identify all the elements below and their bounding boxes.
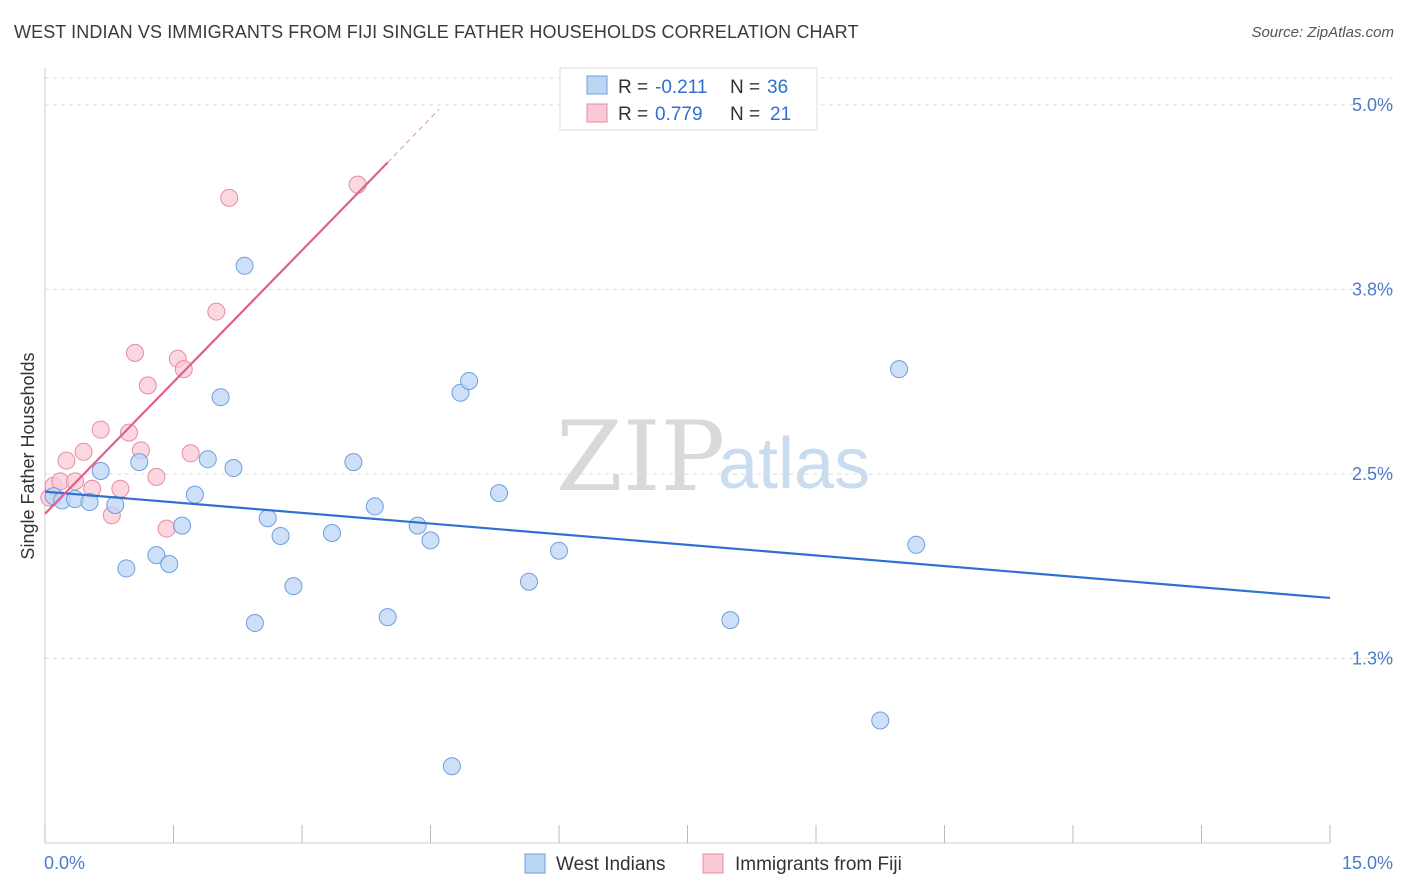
bottom-legend-label-fiji: Immigrants from Fiji (735, 854, 902, 875)
source-label: Source: ZipAtlas.com (1251, 24, 1394, 41)
west-indians-point-4 (91, 462, 110, 480)
trend-line-fiji (44, 161, 389, 515)
series-legend: West Indians Immigrants from Fiji (524, 853, 902, 875)
west-indians-point-32 (721, 611, 740, 630)
west-indians-point-6 (117, 559, 136, 578)
bottom-legend-label-west-indians: West Indians (556, 854, 665, 875)
west-indians-point-13 (211, 388, 230, 407)
legend-r-label-fiji: R = (618, 104, 648, 125)
legend-r-value-west-indians: -0.211 (655, 77, 707, 98)
legend-r-value-fiji: 0.779 (655, 104, 703, 125)
west-indians-point-8 (147, 546, 166, 565)
correlation-legend: R = -0.211 N = 36 R = 0.779 N = 21 (559, 67, 818, 131)
fiji-point-4 (65, 472, 84, 491)
west-indians-point-3 (80, 493, 99, 511)
fiji-point-7 (91, 420, 110, 439)
y-tick-label-2: 3.8% (1352, 279, 1393, 299)
west-indians-point-18 (271, 526, 290, 545)
x-ticks (44, 825, 1331, 843)
fiji-point-11 (125, 343, 144, 362)
west-indians-point-24 (408, 516, 427, 535)
fiji-point-19 (207, 302, 226, 321)
grid-lines (45, 77, 1395, 659)
west-indians-point-21 (344, 453, 363, 472)
west-indians-point-25 (421, 531, 440, 550)
legend-n-label-west-indians: N = (730, 77, 760, 98)
trend-line-fiji-extension (387, 108, 440, 163)
bottom-legend-swatch-fiji (702, 853, 724, 874)
watermark-zip: ZIP (556, 401, 725, 513)
legend-n-value-west-indians: 36 (767, 77, 788, 98)
legend-swatch-west-indians (586, 75, 608, 95)
trend-line-west-indians (44, 490, 1331, 600)
west-indians-point-9 (160, 555, 179, 573)
fiji-point-9 (111, 479, 130, 498)
fiji-point-14 (147, 467, 166, 486)
west-indians-point-29 (490, 484, 509, 503)
y-tick-label-3: 5.0% (1352, 95, 1393, 115)
bottom-legend-swatch-west-indians (524, 853, 546, 874)
fiji-point-21 (348, 175, 367, 194)
west-indians-point-34 (890, 360, 909, 379)
legend-r-label-west-indians: R = (618, 77, 648, 98)
west-indians-point-31 (550, 541, 568, 560)
west-indians-point-28 (460, 371, 479, 390)
west-indians-point-15 (235, 256, 254, 275)
west-indians-point-23 (378, 608, 397, 627)
west-indians-point-7 (130, 453, 149, 472)
fiji-point-15 (157, 519, 176, 538)
west-indians-point-35 (907, 535, 926, 554)
west-indians-point-26 (442, 757, 461, 776)
west-indians-point-12 (198, 450, 217, 469)
west-indians-point-30 (520, 572, 539, 591)
fiji-point-3 (57, 451, 76, 470)
series-immigrants-from-fiji (40, 175, 367, 538)
west-indians-point-10 (173, 516, 192, 535)
fiji-point-18 (181, 444, 200, 463)
west-indians-point-22 (365, 497, 384, 516)
west-indians-point-20 (322, 524, 341, 542)
west-indians-point-16 (245, 614, 264, 633)
y-tick-labels: 1.3% 2.5% 3.8% 5.0% (1352, 95, 1393, 669)
x-tick-label-max: 15.0% (1342, 853, 1393, 873)
fiji-point-17 (174, 360, 193, 379)
series-west-indians (44, 256, 926, 776)
west-indians-point-11 (185, 485, 204, 504)
legend-n-label-fiji: N = (730, 104, 760, 125)
legend-swatch-fiji (586, 103, 608, 123)
fiji-point-5 (74, 442, 93, 461)
fiji-point-10 (119, 423, 138, 442)
legend-n-value-fiji: 21 (770, 104, 791, 125)
x-tick-label-min: 0.0% (44, 853, 85, 873)
y-axis-label: Single Father Households (18, 352, 38, 559)
y-tick-label-0: 1.3% (1352, 648, 1393, 668)
west-indians-point-19 (284, 577, 303, 596)
y-tick-label-1: 2.5% (1352, 464, 1393, 484)
chart-title: WEST INDIAN VS IMMIGRANTS FROM FIJI SING… (14, 22, 859, 42)
west-indians-point-14 (224, 459, 243, 478)
fiji-point-20 (220, 188, 239, 207)
fiji-point-13 (138, 376, 157, 395)
west-indians-point-17 (258, 509, 277, 528)
west-indians-point-33 (871, 711, 890, 730)
watermark-atlas: atlas (718, 424, 870, 504)
trend-lines (44, 108, 1331, 600)
